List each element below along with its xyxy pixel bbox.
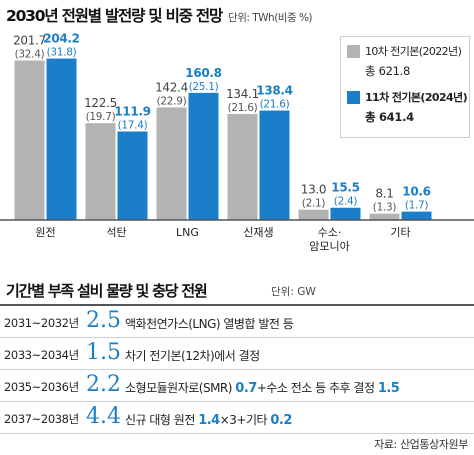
bar-value-label: 160.8 xyxy=(185,66,221,80)
bar-share-label: (21.6) xyxy=(260,99,290,111)
x-tick-label: 수소· xyxy=(318,226,342,239)
bar xyxy=(401,211,432,220)
bar-value-label: 204.2 xyxy=(43,32,79,46)
row-desc-number: 0.2 xyxy=(270,413,292,428)
chart-unit: 단위: TWh(비중 %) xyxy=(228,12,313,24)
bar-chart: 201.7(32.4) 204.2(31.8) 원전 122.5(19.7)111.9… xyxy=(0,32,474,253)
bar-share-label: (25.1) xyxy=(189,81,219,93)
x-tick-label: 원전 xyxy=(35,226,55,239)
row-desc: 차기 전기본(12차)에서 결정 xyxy=(125,347,260,364)
row-value: 1.5 xyxy=(86,340,121,365)
bar-value-label: 138.4 xyxy=(256,84,292,98)
row-desc-text: ×3+기타 xyxy=(219,413,268,427)
bar-share-label: (22.9) xyxy=(157,95,187,107)
bar xyxy=(85,123,116,220)
x-tick-label: LNG xyxy=(176,226,199,239)
row-value: 4.4 xyxy=(86,404,121,429)
row-value: 2.5 xyxy=(86,308,121,333)
chart-title: 2030년 전원별 발전량 및 비중 전망 xyxy=(6,7,223,25)
bar-share-label: (19.7) xyxy=(86,111,116,123)
chart-header: 2030년 전원별 발전량 및 비중 전망 단위: TWh(비중 %) xyxy=(6,4,313,26)
bar-share-label: (2.4) xyxy=(334,196,358,208)
bar-value-label: 8.1 xyxy=(375,187,393,201)
bar-value-label: 122.5 xyxy=(84,96,117,110)
legend-label: 11차 전기본(2024년) xyxy=(365,91,468,104)
bar-value-label: 111.9 xyxy=(114,105,150,119)
bar-value-label: 13.0 xyxy=(301,183,327,197)
row-desc: 소형모듈원자로(SMR) 0.7+수소 전소 등 추후 결정 1.5 xyxy=(125,379,400,396)
bar xyxy=(14,60,45,220)
bar xyxy=(330,207,361,220)
bar-value-label: 201.7 xyxy=(13,34,46,48)
chart-legend: 10차 전기본(2022년) 총 621.8 11차 전기본(2024년) 총 … xyxy=(340,36,470,138)
x-tick-label: 암모니아 xyxy=(309,240,349,253)
bar xyxy=(227,113,258,220)
table-row: 2033~2034년 1.5 차기 전기본(12차)에서 결정 xyxy=(0,338,474,370)
bar-share-label: (2.1) xyxy=(302,198,326,210)
row-desc: 신규 대형 원전 1.4×3+기타 0.2 xyxy=(125,411,292,428)
bar-value-label: 134.1 xyxy=(226,87,259,101)
table-top-rule xyxy=(0,304,474,306)
legend-total: 총 621.8 xyxy=(365,64,411,78)
section-title: 기간별 부족 설비 물량 및 충당 전원 xyxy=(6,282,208,300)
row-divider xyxy=(0,401,474,402)
row-divider xyxy=(0,369,474,370)
row-desc-number: 1.5 xyxy=(377,381,400,396)
row-divider xyxy=(0,337,474,338)
legend-swatch-blue xyxy=(347,91,360,104)
row-period: 2033~2034년 xyxy=(4,348,79,362)
x-tick-label: 석탄 xyxy=(106,226,126,239)
legend-swatch-gray xyxy=(347,45,360,58)
bar-value-label: 142.4 xyxy=(155,80,188,94)
bar-share-label: (1.7) xyxy=(405,200,429,212)
bar xyxy=(156,107,187,220)
legend-label: 10차 전기본(2022년) xyxy=(365,45,462,58)
bar-share-label: (17.4) xyxy=(118,120,148,132)
section-unit: 단위: GW xyxy=(271,286,316,298)
row-period: 2035~2036년 xyxy=(4,380,79,394)
x-tick-label: 신재생 xyxy=(243,226,273,239)
row-desc-text: 액화천연가스(LNG) 열병합 발전 등 xyxy=(125,317,294,331)
row-value: 2.2 xyxy=(86,372,121,397)
row-desc: 액화천연가스(LNG) 열병합 발전 등 xyxy=(125,315,294,332)
bar xyxy=(117,131,148,220)
row-desc-text: +수소 전소 등 추후 결정 xyxy=(256,381,375,395)
bar-share-label: (32.4) xyxy=(15,49,45,61)
row-desc-text: 소형모듈원자로(SMR) xyxy=(125,381,232,395)
row-divider xyxy=(0,433,474,434)
table-row: 2035~2036년 2.2 소형모듈원자로(SMR) 0.7+수소 전소 등 … xyxy=(0,370,474,402)
bar xyxy=(369,213,400,220)
bar-value-label: 15.5 xyxy=(331,181,359,195)
bar xyxy=(298,209,329,220)
row-desc-number: 0.7 xyxy=(235,381,257,396)
row-period: 2037~2038년 xyxy=(4,412,79,426)
bar-value-label: 10.6 xyxy=(402,185,430,199)
source-note: 자료: 산업통상자원부 xyxy=(374,438,468,451)
table-row: 2031~2032년 2.5 액화천연가스(LNG) 열병합 발전 등 xyxy=(0,306,474,338)
bar xyxy=(46,58,77,220)
bar xyxy=(188,92,219,220)
row-desc-text: 신규 대형 원전 xyxy=(125,413,195,427)
bar-share-label: (21.6) xyxy=(228,102,258,114)
bar xyxy=(259,110,290,220)
row-desc-number: 1.4 xyxy=(198,413,220,428)
x-tick-label: 기타 xyxy=(390,226,410,239)
row-period: 2031~2032년 xyxy=(4,316,79,330)
bar-share-label: (31.8) xyxy=(47,47,77,59)
legend-total: 총 641.4 xyxy=(365,110,414,124)
bar-share-label: (1.3) xyxy=(373,202,397,214)
row-desc-text: 차기 전기본(12차)에서 결정 xyxy=(125,349,260,363)
table-row: 2037~2038년 4.4 신규 대형 원전 1.4×3+기타 0.2 xyxy=(0,402,474,434)
